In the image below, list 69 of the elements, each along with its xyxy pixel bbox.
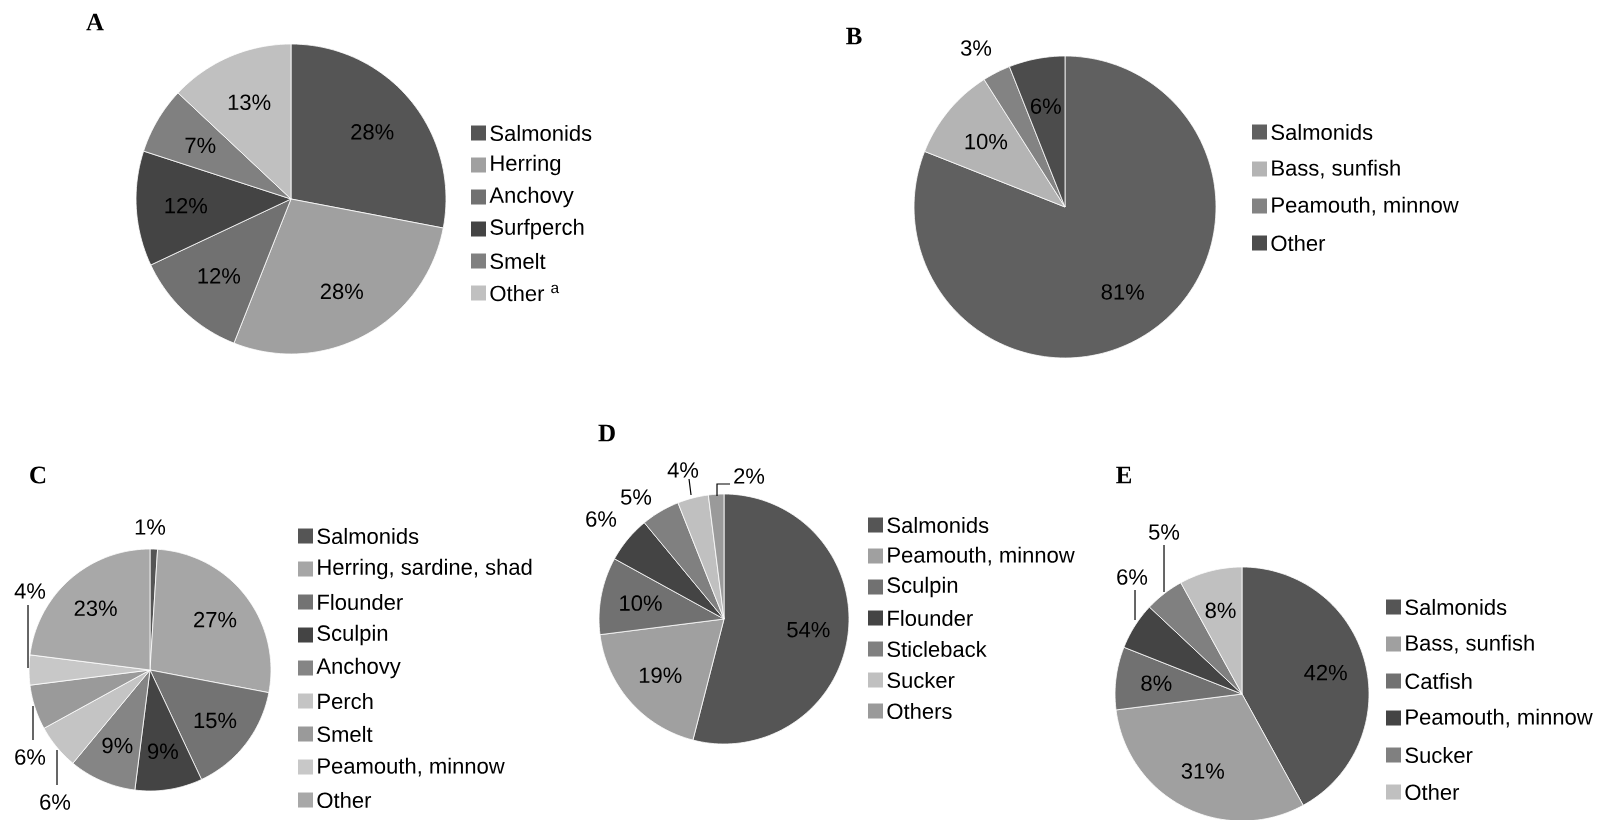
data-label: 9% [102, 737, 133, 754]
data-label: 6% [586, 511, 617, 527]
data-label: 28% [320, 283, 363, 300]
legend-label: Catfish [1405, 672, 1472, 690]
data-label: 19% [639, 667, 682, 684]
legend-label: Bass, sunfish [1272, 159, 1400, 179]
data-label: 1% [135, 519, 166, 535]
legend-label: Sculpin [887, 576, 958, 598]
chart-title: A [86, 13, 104, 31]
legend-label: Salmonids [1405, 598, 1507, 616]
data-label: 12% [165, 197, 208, 214]
data-label: 2% [734, 468, 765, 484]
chart-title: B [846, 27, 862, 45]
data-label: 8% [1141, 675, 1172, 691]
legend-label: Other [1271, 234, 1326, 252]
data-label: 7% [185, 137, 216, 154]
data-label: 9% [148, 743, 178, 760]
data-label: 10% [965, 133, 1008, 150]
chart-title: D [598, 424, 615, 442]
data-label: 4% [667, 462, 699, 478]
data-label: 15% [194, 712, 237, 729]
legend-label: Salmonids [317, 527, 419, 545]
legend-label: Other $^{a}$ [490, 284, 560, 302]
legend-label: Perch [318, 692, 373, 710]
data-label: 42% [1304, 664, 1347, 681]
data-label: 28% [351, 124, 394, 140]
legend-label: Salmonids [887, 516, 989, 534]
legend-label: Herring [491, 154, 561, 176]
legend-label: Anchovy [489, 186, 574, 208]
legend-label: Salmonids [1271, 123, 1373, 141]
legend-label: Peamouth, minnow [888, 546, 1075, 566]
data-label: 8% [1205, 602, 1236, 619]
data-label: 54% [787, 621, 830, 638]
data-label: 4% [14, 583, 46, 599]
legend-label: Smelt [490, 252, 546, 270]
data-label: 81% [1101, 284, 1144, 300]
data-label: 6% [40, 794, 71, 810]
legend-label: Bass, sunfish [1406, 634, 1534, 654]
legend-label: Sucker [1405, 746, 1473, 764]
legend-label: Surfperch [490, 218, 584, 240]
chart-title: E [1116, 466, 1132, 484]
data-label: 6% [1031, 98, 1061, 114]
data-label: 12% [198, 268, 241, 284]
legend-label: Other [317, 791, 372, 809]
data-label: 5% [1148, 524, 1180, 540]
legend-label: Flounder [888, 609, 973, 627]
data-label: 10% [620, 595, 662, 611]
legend-label: Herring, sardine, shad [318, 558, 532, 580]
legend-label: Smelt [317, 725, 373, 743]
data-label: 5% [620, 489, 652, 505]
data-label: 6% [1117, 569, 1148, 585]
data-label: 3% [960, 40, 992, 56]
data-label: 23% [74, 600, 117, 617]
legend-label: Anchovy [316, 657, 401, 679]
legend-label: Sculpin [317, 624, 388, 646]
legend-label: Sucker [887, 671, 955, 689]
legend-label: Peamouth, minnow [1272, 196, 1459, 216]
legend-label: Peamouth, minnow [318, 757, 505, 777]
chart-title: C [30, 466, 46, 484]
legend-label: Sticleback [887, 640, 987, 658]
legend-label: Others [887, 702, 952, 720]
data-label: 27% [194, 611, 237, 628]
data-label: 31% [1181, 763, 1225, 779]
data-label: 13% [228, 94, 271, 111]
legend-label: Salmonids [490, 124, 592, 142]
data-label: 6% [15, 749, 46, 765]
legend-label: Peamouth, minnow [1406, 708, 1593, 728]
legend-label: Flounder [318, 593, 403, 611]
legend-label: Other [1405, 783, 1460, 801]
